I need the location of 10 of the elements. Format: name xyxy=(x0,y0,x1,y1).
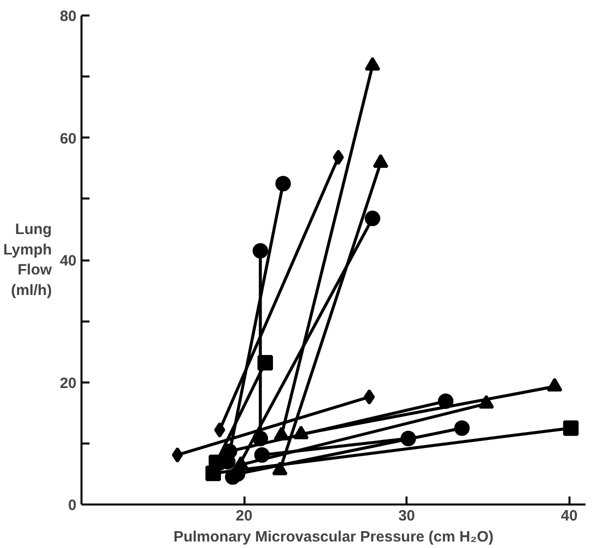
y-axis-title: Lung Lymph Flow (ml/h) xyxy=(3,220,52,300)
x-tick-label: 20 xyxy=(236,508,252,524)
x-tick-label: 40 xyxy=(560,508,578,524)
y-tick-label: 40 xyxy=(60,252,77,270)
y-tick-label: 60 xyxy=(60,130,77,148)
y-tick-label: 0 xyxy=(68,497,76,514)
y-tick-label: 20 xyxy=(60,374,77,392)
x-tick-label: 30 xyxy=(398,508,416,524)
y-tick-label: 80 xyxy=(60,8,77,25)
x-axis-title: Pulmonary Microvascular Pressure (cm H₂O) xyxy=(173,528,494,546)
